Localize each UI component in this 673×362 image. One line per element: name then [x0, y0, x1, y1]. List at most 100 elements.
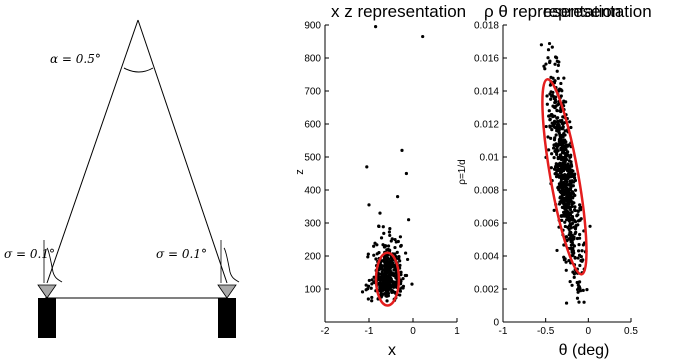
rho-theta-point	[571, 270, 575, 274]
rho-theta-point	[558, 184, 562, 188]
xz-point	[385, 299, 389, 303]
xz-point	[393, 245, 397, 250]
xz-point	[390, 288, 394, 293]
xz-point	[370, 299, 374, 303]
xz-point	[381, 225, 385, 229]
xz-point	[373, 241, 377, 245]
rho-theta-x-tick-label: -1	[499, 326, 508, 337]
rho-theta-point	[566, 193, 570, 197]
xz-point	[380, 267, 384, 271]
rho-theta-point	[554, 142, 558, 146]
xz-point	[383, 280, 387, 284]
rho-theta-point	[576, 290, 580, 294]
rho-theta-point	[568, 182, 572, 186]
xz-point	[389, 239, 393, 243]
rho-theta-point	[558, 87, 562, 91]
rho-theta-y-tick-label: 0.004	[474, 252, 499, 263]
rho-theta-point	[567, 206, 571, 210]
rho-theta-point	[585, 288, 589, 292]
rho-theta-point	[549, 166, 553, 170]
rho-theta-point	[567, 159, 572, 163]
rho-theta-point	[546, 48, 551, 52]
rho-theta-point	[550, 113, 554, 117]
rho-theta-point	[559, 157, 563, 162]
rho-theta-point	[576, 249, 581, 253]
xz-point	[377, 224, 381, 229]
rho-theta-point	[548, 118, 552, 122]
rho-theta-point	[555, 150, 559, 154]
alpha-label: α = 0.5°	[50, 52, 101, 66]
rho-theta-tick-group: -1 -0.5 0 0.5 0 0.002 0.004 0.006 0.008 0.01 0.012…	[474, 21, 638, 338]
rho-theta-point	[562, 76, 566, 80]
rho-theta-point	[570, 283, 574, 287]
xz-point	[393, 237, 397, 242]
xz-x-tick-label: 1	[454, 326, 460, 337]
xz-point	[372, 253, 376, 257]
xz-x-axis-label: x	[388, 342, 396, 359]
rho-theta-point	[564, 202, 569, 206]
xz-point	[398, 289, 403, 293]
xz-point	[398, 293, 402, 297]
rho-theta-point	[560, 205, 564, 209]
xz-point	[378, 211, 382, 215]
rho-theta-point	[547, 41, 552, 46]
xz-chart: x z representation -2 -1 0 1 100 200 300 400 500…	[294, 2, 466, 359]
rho-theta-point	[567, 236, 572, 241]
xz-point	[381, 292, 385, 296]
rho-theta-point	[569, 125, 573, 130]
rho-theta-point	[552, 156, 556, 160]
rho-theta-point	[559, 147, 563, 152]
rho-theta-point	[569, 191, 573, 195]
rho-theta-point	[578, 263, 582, 268]
rho-theta-point	[564, 260, 568, 264]
rho-theta-point	[556, 76, 560, 80]
rho-theta-point	[564, 152, 568, 156]
xz-point	[387, 230, 392, 234]
rho-theta-point	[573, 188, 578, 192]
rho-theta-point	[555, 69, 559, 73]
xz-point	[382, 231, 386, 236]
xz-point	[396, 195, 400, 199]
rho-theta-point	[569, 164, 574, 168]
rho-theta-point	[556, 102, 560, 107]
rho-theta-point	[565, 144, 570, 148]
rho-theta-point	[574, 224, 578, 229]
xz-y-tick-label: 300	[304, 219, 321, 230]
rho-theta-point	[564, 301, 569, 305]
rho-theta-point	[576, 209, 580, 213]
rho-theta-point	[572, 235, 576, 239]
rho-theta-point	[562, 214, 566, 218]
rho-theta-point	[548, 59, 552, 63]
xz-point	[404, 251, 408, 255]
xz-point	[364, 288, 368, 292]
xz-point	[381, 259, 385, 263]
rho-theta-point	[562, 202, 566, 207]
xz-point	[388, 233, 392, 238]
rho-theta-x-tick-label: 0.5	[624, 326, 638, 337]
xz-point	[367, 278, 371, 283]
rho-theta-y-axis-label: ρ=1/d	[457, 159, 468, 184]
rho-theta-point	[572, 275, 576, 279]
rho-theta-point	[575, 280, 579, 285]
rho-theta-point	[553, 95, 558, 99]
xz-point	[384, 283, 388, 287]
rho-theta-point	[577, 286, 581, 290]
rho-theta-point	[547, 114, 552, 118]
rho-theta-point	[562, 99, 566, 103]
xz-point	[389, 259, 393, 263]
xz-point	[386, 288, 390, 292]
rho-theta-point	[572, 176, 577, 180]
rho-theta-point	[566, 213, 571, 218]
rho-theta-point	[571, 192, 576, 196]
xz-point	[401, 277, 405, 281]
rho-theta-point	[559, 81, 563, 86]
rho-theta-point	[578, 232, 582, 237]
rho-theta-point	[573, 220, 578, 224]
rho-theta-point	[572, 244, 577, 248]
xz-point	[377, 251, 381, 255]
right-sensor-triangle	[217, 284, 237, 299]
rho-theta-y-tick-label: 0.012	[474, 120, 499, 131]
rho-theta-point	[568, 155, 573, 159]
rho-theta-point	[564, 163, 568, 167]
triangulation-diagram: α = 0.5° σ = 0.1° σ = 0.1°	[4, 19, 240, 338]
